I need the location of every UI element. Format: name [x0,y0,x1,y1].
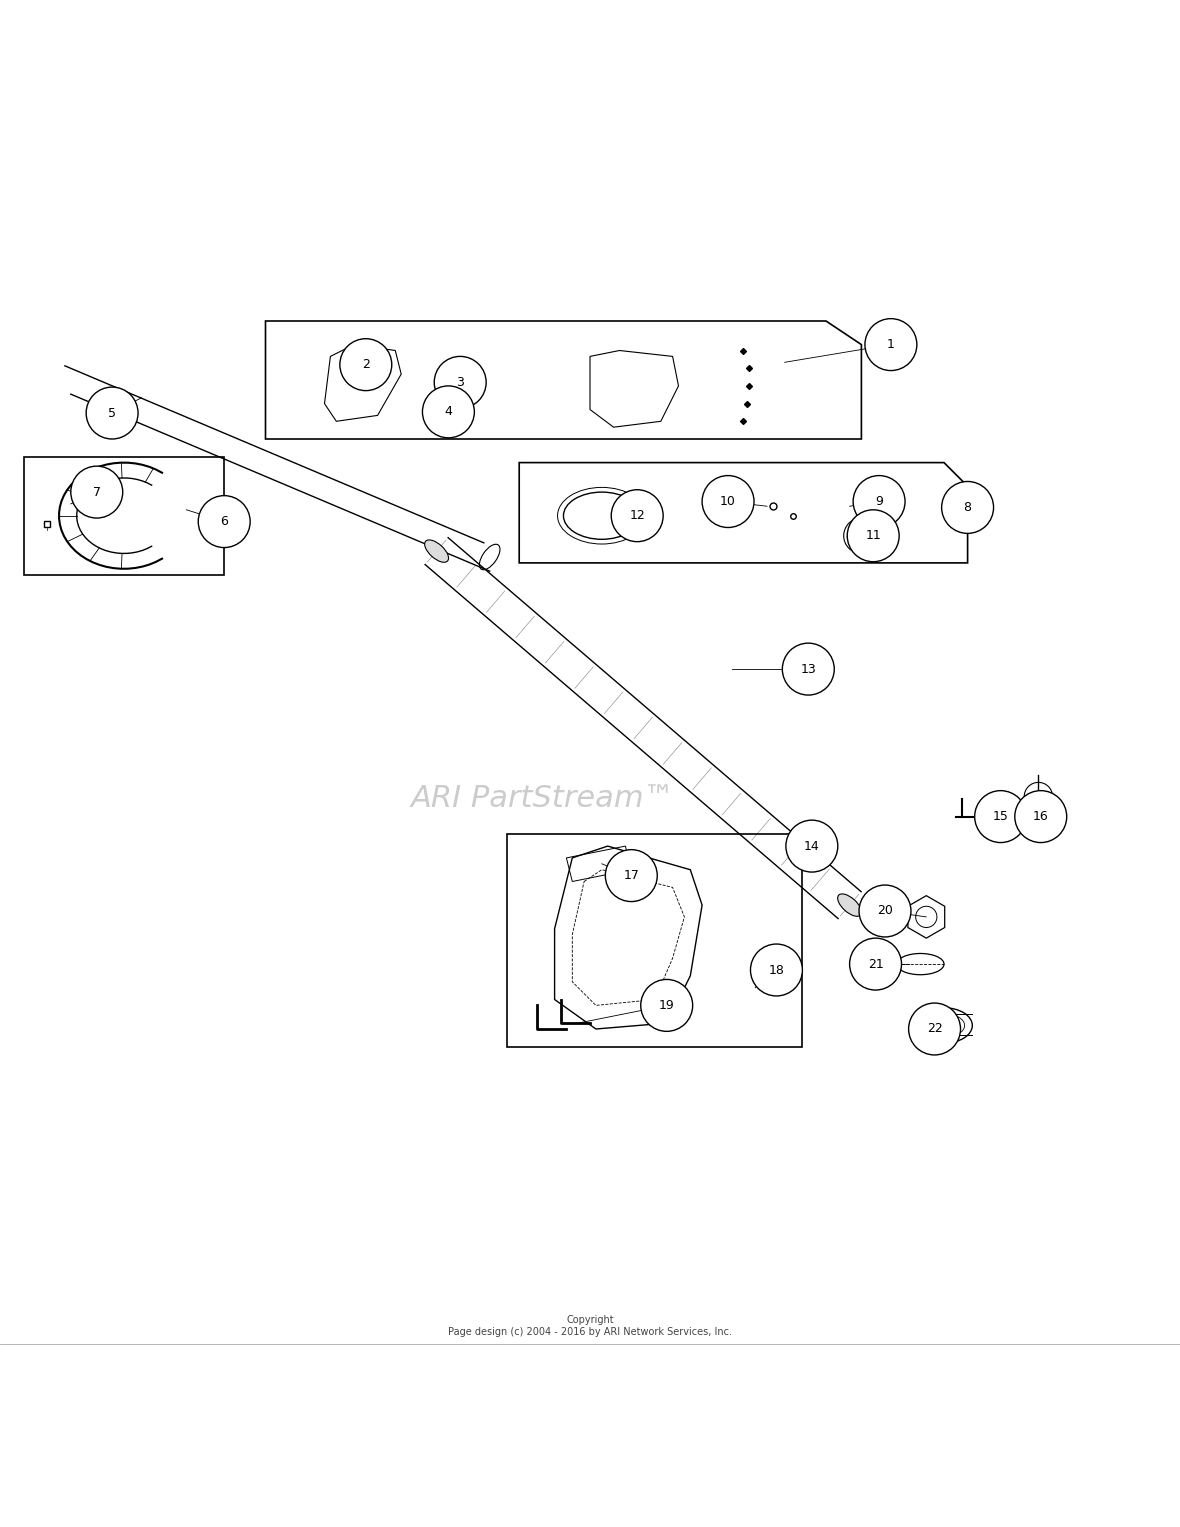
Text: 22: 22 [926,1023,943,1035]
Text: 1: 1 [887,337,894,351]
Circle shape [786,820,838,872]
Circle shape [942,481,994,533]
Circle shape [702,475,754,527]
Circle shape [808,843,832,866]
Text: 9: 9 [876,495,883,508]
Circle shape [198,496,250,548]
Circle shape [975,791,1027,843]
Text: 12: 12 [629,508,645,522]
Circle shape [909,1003,961,1055]
Circle shape [434,356,486,408]
Circle shape [782,643,834,695]
Text: 18: 18 [768,964,785,976]
Ellipse shape [425,541,448,562]
Text: Copyright: Copyright [566,1315,614,1325]
Circle shape [71,466,123,518]
Text: 2: 2 [362,359,369,371]
Circle shape [1015,791,1067,843]
Text: 6: 6 [221,515,228,528]
Text: 10: 10 [720,495,736,508]
Text: 5: 5 [109,406,116,420]
Circle shape [641,979,693,1031]
Circle shape [422,386,474,438]
Text: ARI PartStream™: ARI PartStream™ [411,785,675,814]
Circle shape [850,938,902,989]
Circle shape [865,319,917,371]
Text: 14: 14 [804,840,820,852]
Text: 7: 7 [93,486,100,499]
Text: Page design (c) 2004 - 2016 by ARI Network Services, Inc.: Page design (c) 2004 - 2016 by ARI Netwo… [448,1327,732,1338]
Text: 15: 15 [992,811,1009,823]
Circle shape [859,886,911,938]
Text: 8: 8 [964,501,971,515]
Text: 3: 3 [457,376,464,389]
Circle shape [605,849,657,901]
Text: 20: 20 [877,904,893,918]
Ellipse shape [838,893,861,916]
Circle shape [847,510,899,562]
Circle shape [86,386,138,438]
Circle shape [750,944,802,996]
Circle shape [853,475,905,527]
Circle shape [340,339,392,391]
Text: 4: 4 [445,405,452,418]
Text: 17: 17 [623,869,640,883]
Circle shape [611,490,663,542]
Text: 19: 19 [658,999,675,1012]
Text: 16: 16 [1032,811,1049,823]
Text: 11: 11 [865,530,881,542]
Text: 21: 21 [867,957,884,971]
Text: 13: 13 [800,663,817,675]
